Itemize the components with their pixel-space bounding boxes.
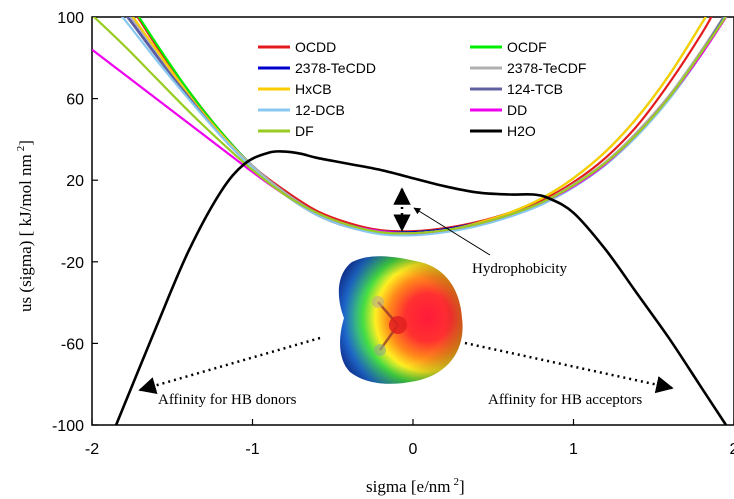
- y-axis-title-main: us (sigma) [ kJ/mol nm: [16, 154, 35, 312]
- series-line-dd: [92, 17, 728, 235]
- x-axis-title-end: ]: [459, 477, 465, 496]
- legend-label-dd: DD: [507, 102, 527, 118]
- y-axis-title: us (sigma) [ kJ/mol nm 2]: [15, 140, 35, 312]
- series-line-ocdf: [137, 17, 707, 234]
- x-tick-label: 0: [409, 441, 418, 458]
- legend-label-12-dcb: 12-DCB: [295, 102, 345, 118]
- legend-label-2378-tecdd: 2378-TeCDD: [295, 60, 376, 76]
- x-tick-label: -1: [245, 441, 259, 458]
- y-tick-label: 100: [57, 10, 84, 27]
- hydrophobicity-pointer: [413, 207, 491, 256]
- acceptor-affinity-arrow: [464, 341, 674, 394]
- x-tick-label: -2: [85, 441, 99, 458]
- annotation-hydrophobicity: Hydrophobicity: [472, 261, 567, 277]
- annotation-hb-acceptors: Affinity for HB acceptors: [488, 392, 642, 408]
- y-tick-label: 20: [66, 173, 84, 190]
- legend-label-ocdd: OCDD: [295, 39, 336, 55]
- y-tick-label: -20: [61, 255, 84, 272]
- legend-label-ocdf: OCDF: [507, 39, 547, 55]
- y-tick-label: -100: [52, 418, 84, 435]
- x-tick-label: 1: [569, 441, 578, 458]
- annotation-arrows: [138, 187, 674, 395]
- annotation-hb-donors: Affinity for HB donors: [158, 392, 297, 408]
- series-line-hxcb: [131, 17, 707, 235]
- x-axis-title-sup: 2: [454, 476, 460, 488]
- x-axis-title-main: sigma [e/nm: [366, 477, 451, 496]
- y-axis-title-end: ]: [16, 140, 35, 146]
- water-molecule-illustration: [338, 256, 463, 384]
- series-line-h2o: [114, 150, 728, 425]
- series-layer: [92, 17, 728, 425]
- series-line-df: [92, 17, 728, 235]
- legend-label-124-tcb: 124-TCB: [507, 81, 563, 97]
- series-line-12-dcb: [121, 17, 727, 237]
- y-axis-title-sup: 2: [15, 146, 27, 152]
- legend-label-h2o: H2O: [507, 123, 536, 139]
- hydrogen-atom-upper: [372, 296, 384, 308]
- legend-label-df: DF: [295, 123, 314, 139]
- series-line-ocdd: [136, 17, 713, 233]
- legend-label-2378-tecdf: 2378-TeCDF: [507, 60, 586, 76]
- y-tick-label: -60: [61, 336, 84, 353]
- x-axis-title: sigma [e/nm 2]: [366, 476, 465, 496]
- x-tick-label: 2: [730, 441, 734, 458]
- donor-affinity-arrow: [138, 336, 321, 395]
- y-tick-label: 60: [66, 92, 84, 109]
- legend-label-hxcb: HxCB: [295, 81, 332, 97]
- hydrogen-atom-lower: [374, 344, 386, 356]
- legend: OCDD OCDF 2378-TeCDD 2378-TeCDF HxCB 124-TCB 1…: [258, 39, 586, 139]
- oxygen-atom: [389, 316, 407, 334]
